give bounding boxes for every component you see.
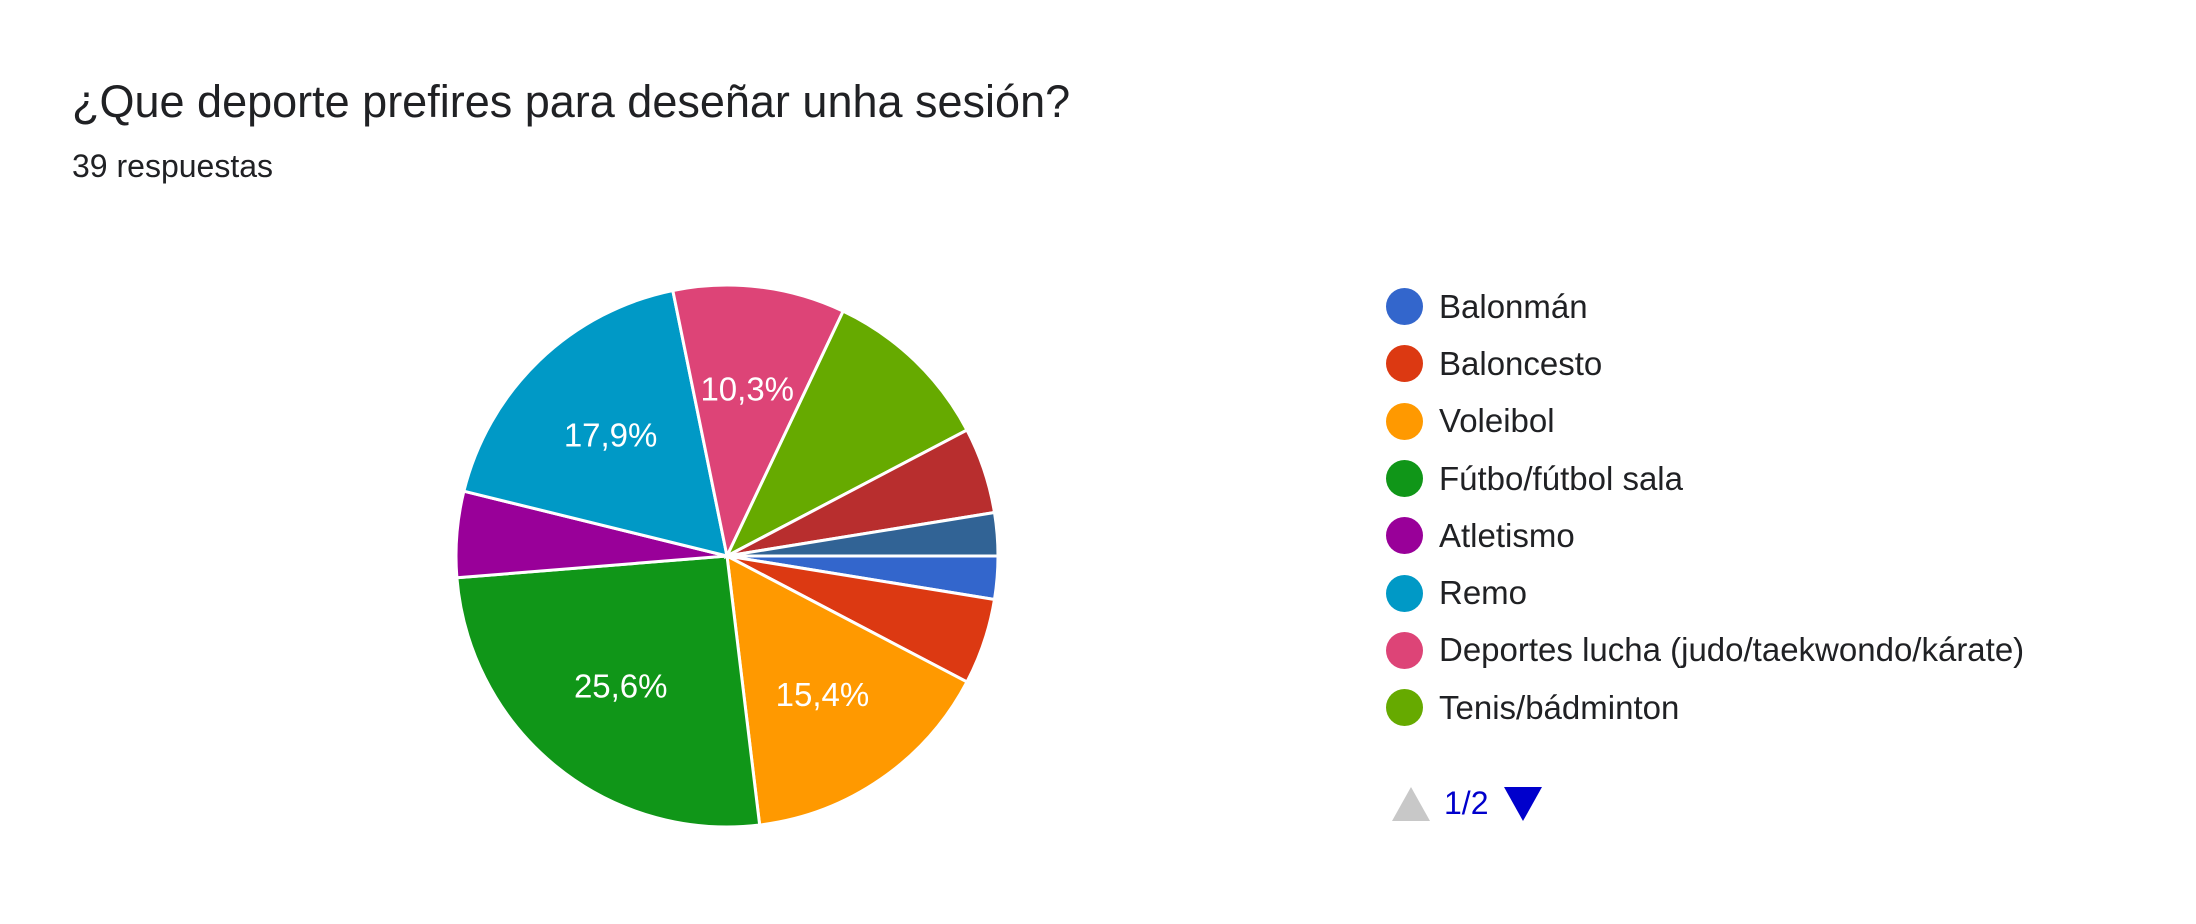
legend-item-voleibol: Voleibol	[1386, 393, 2024, 450]
legend-item-futbol: Fútbo/fútbol sala	[1386, 450, 2024, 507]
legend-swatch	[1386, 574, 1423, 612]
pie-slice-4	[455, 554, 762, 829]
legend-swatch	[1386, 631, 1423, 669]
legend-label: Balonmán	[1439, 287, 1588, 325]
legend-item-deportes-lucha: Deportes lucha (judo/taekwondo/kárate)	[1386, 622, 2024, 679]
legend-label: Remo	[1439, 574, 1528, 612]
page-indicator: 1/2	[1444, 785, 1489, 821]
legend-swatch	[1386, 460, 1423, 498]
slice-percent-label: 10,3%	[700, 371, 794, 408]
response-count: 39 respuestas	[72, 148, 274, 184]
pie-slice-6	[462, 288, 729, 559]
legend-label: Deportes lucha (judo/taekwondo/kárate)	[1439, 631, 2025, 669]
pie-slice-7	[671, 283, 846, 561]
legend-swatch	[1386, 402, 1423, 440]
legend-swatch	[1386, 689, 1423, 727]
triangle-down-icon[interactable]	[1504, 786, 1543, 821]
slice-percent-label: 25,6%	[574, 668, 668, 705]
pie-slice-3	[725, 553, 969, 827]
legend: Balonmán Baloncesto Voleibol Fútbo/fútbo…	[1386, 278, 2024, 736]
legend-label: Fútbo/fútbol sala	[1439, 459, 1683, 497]
legend-item-baloncesto: Baloncesto	[1386, 335, 2024, 392]
legend-label: Voleibol	[1439, 402, 1555, 440]
legend-label: Atletismo	[1439, 516, 1575, 554]
slice-percent-label: 17,9%	[564, 416, 658, 453]
triangle-up-icon	[1392, 786, 1430, 821]
pie-slice-8	[723, 309, 969, 560]
legend-item-remo: Remo	[1386, 564, 2024, 621]
legend-item-tenis: Tenis/bádminton	[1386, 679, 2024, 736]
pie-slice-10	[726, 510, 1000, 558]
legend-label: Tenis/bádminton	[1439, 688, 1680, 726]
legend-swatch	[1386, 517, 1423, 555]
legend-label: Baloncesto	[1439, 344, 1603, 382]
chart-title: ¿Que deporte prefires para deseñar unha …	[72, 76, 1071, 127]
legend-swatch	[1386, 345, 1423, 383]
slice-percent-label: 15,4%	[776, 676, 870, 713]
legend-item-balonman: Balonmán	[1386, 278, 2024, 335]
legend-item-atletismo: Atletismo	[1386, 507, 2024, 564]
legend-pager: 1/2	[1392, 785, 1543, 822]
legend-swatch	[1386, 288, 1423, 326]
